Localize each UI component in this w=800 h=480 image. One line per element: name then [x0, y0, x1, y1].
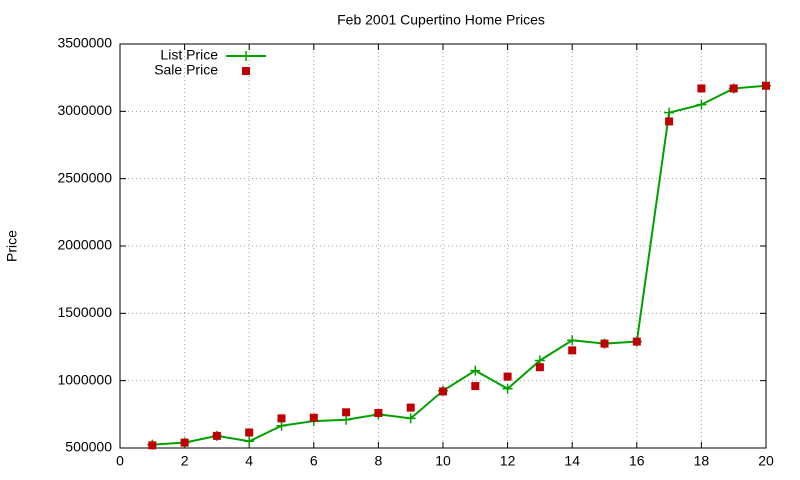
legend-label: Sale Price	[154, 62, 218, 78]
data-point	[277, 414, 286, 423]
y-tick-label: 3500000	[57, 35, 112, 51]
x-tick-label: 0	[116, 453, 124, 469]
data-point	[697, 84, 706, 93]
y-axis-label: Price	[4, 230, 20, 262]
y-tick-label: 1500000	[57, 304, 112, 320]
data-point	[568, 346, 577, 355]
y-tick-label: 2500000	[57, 169, 112, 185]
data-point	[696, 99, 707, 110]
x-tick-label: 12	[500, 453, 516, 469]
series-line	[152, 84, 767, 446]
x-tick-label: 4	[245, 453, 253, 469]
x-tick-label: 8	[375, 453, 383, 469]
data-point	[341, 414, 352, 425]
data-point	[762, 81, 770, 90]
y-tick-label: 500000	[65, 439, 112, 455]
data-point	[503, 372, 512, 381]
data-point	[471, 382, 480, 391]
x-tick-label: 14	[564, 453, 580, 469]
x-tick-label: 10	[435, 453, 451, 469]
data-point	[212, 431, 221, 440]
data-point	[342, 408, 351, 417]
data-point	[502, 383, 513, 394]
data-point	[632, 337, 641, 346]
data-point	[276, 420, 287, 431]
chart-title: Feb 2001 Cupertino Home Prices	[337, 12, 545, 28]
y-tick-label: 2000000	[57, 237, 112, 253]
plot-border	[119, 43, 767, 449]
x-tick-label: 16	[629, 453, 645, 469]
data-point	[244, 436, 255, 447]
y-tick-label: 1000000	[57, 371, 112, 387]
data-point	[180, 438, 189, 447]
data-point	[567, 335, 578, 346]
legend-marker	[242, 67, 250, 75]
data-point	[665, 117, 674, 126]
legend-marker	[241, 51, 251, 61]
data-point	[470, 365, 481, 376]
data-point	[535, 363, 544, 372]
data-point	[374, 408, 383, 417]
data-point	[406, 403, 415, 412]
x-tick-label: 18	[694, 453, 710, 469]
x-tick-label: 2	[181, 453, 189, 469]
x-tick-label: 20	[758, 453, 774, 469]
legend-label: List Price	[160, 47, 218, 63]
data-point	[148, 441, 157, 450]
data-point	[664, 107, 675, 118]
data-point	[729, 84, 738, 93]
data-point	[309, 413, 318, 422]
data-point	[245, 428, 254, 437]
data-point	[439, 387, 447, 396]
x-tick-label: 6	[310, 453, 318, 469]
data-point	[405, 413, 416, 424]
data-point	[600, 339, 609, 348]
y-tick-label: 3000000	[57, 102, 112, 118]
